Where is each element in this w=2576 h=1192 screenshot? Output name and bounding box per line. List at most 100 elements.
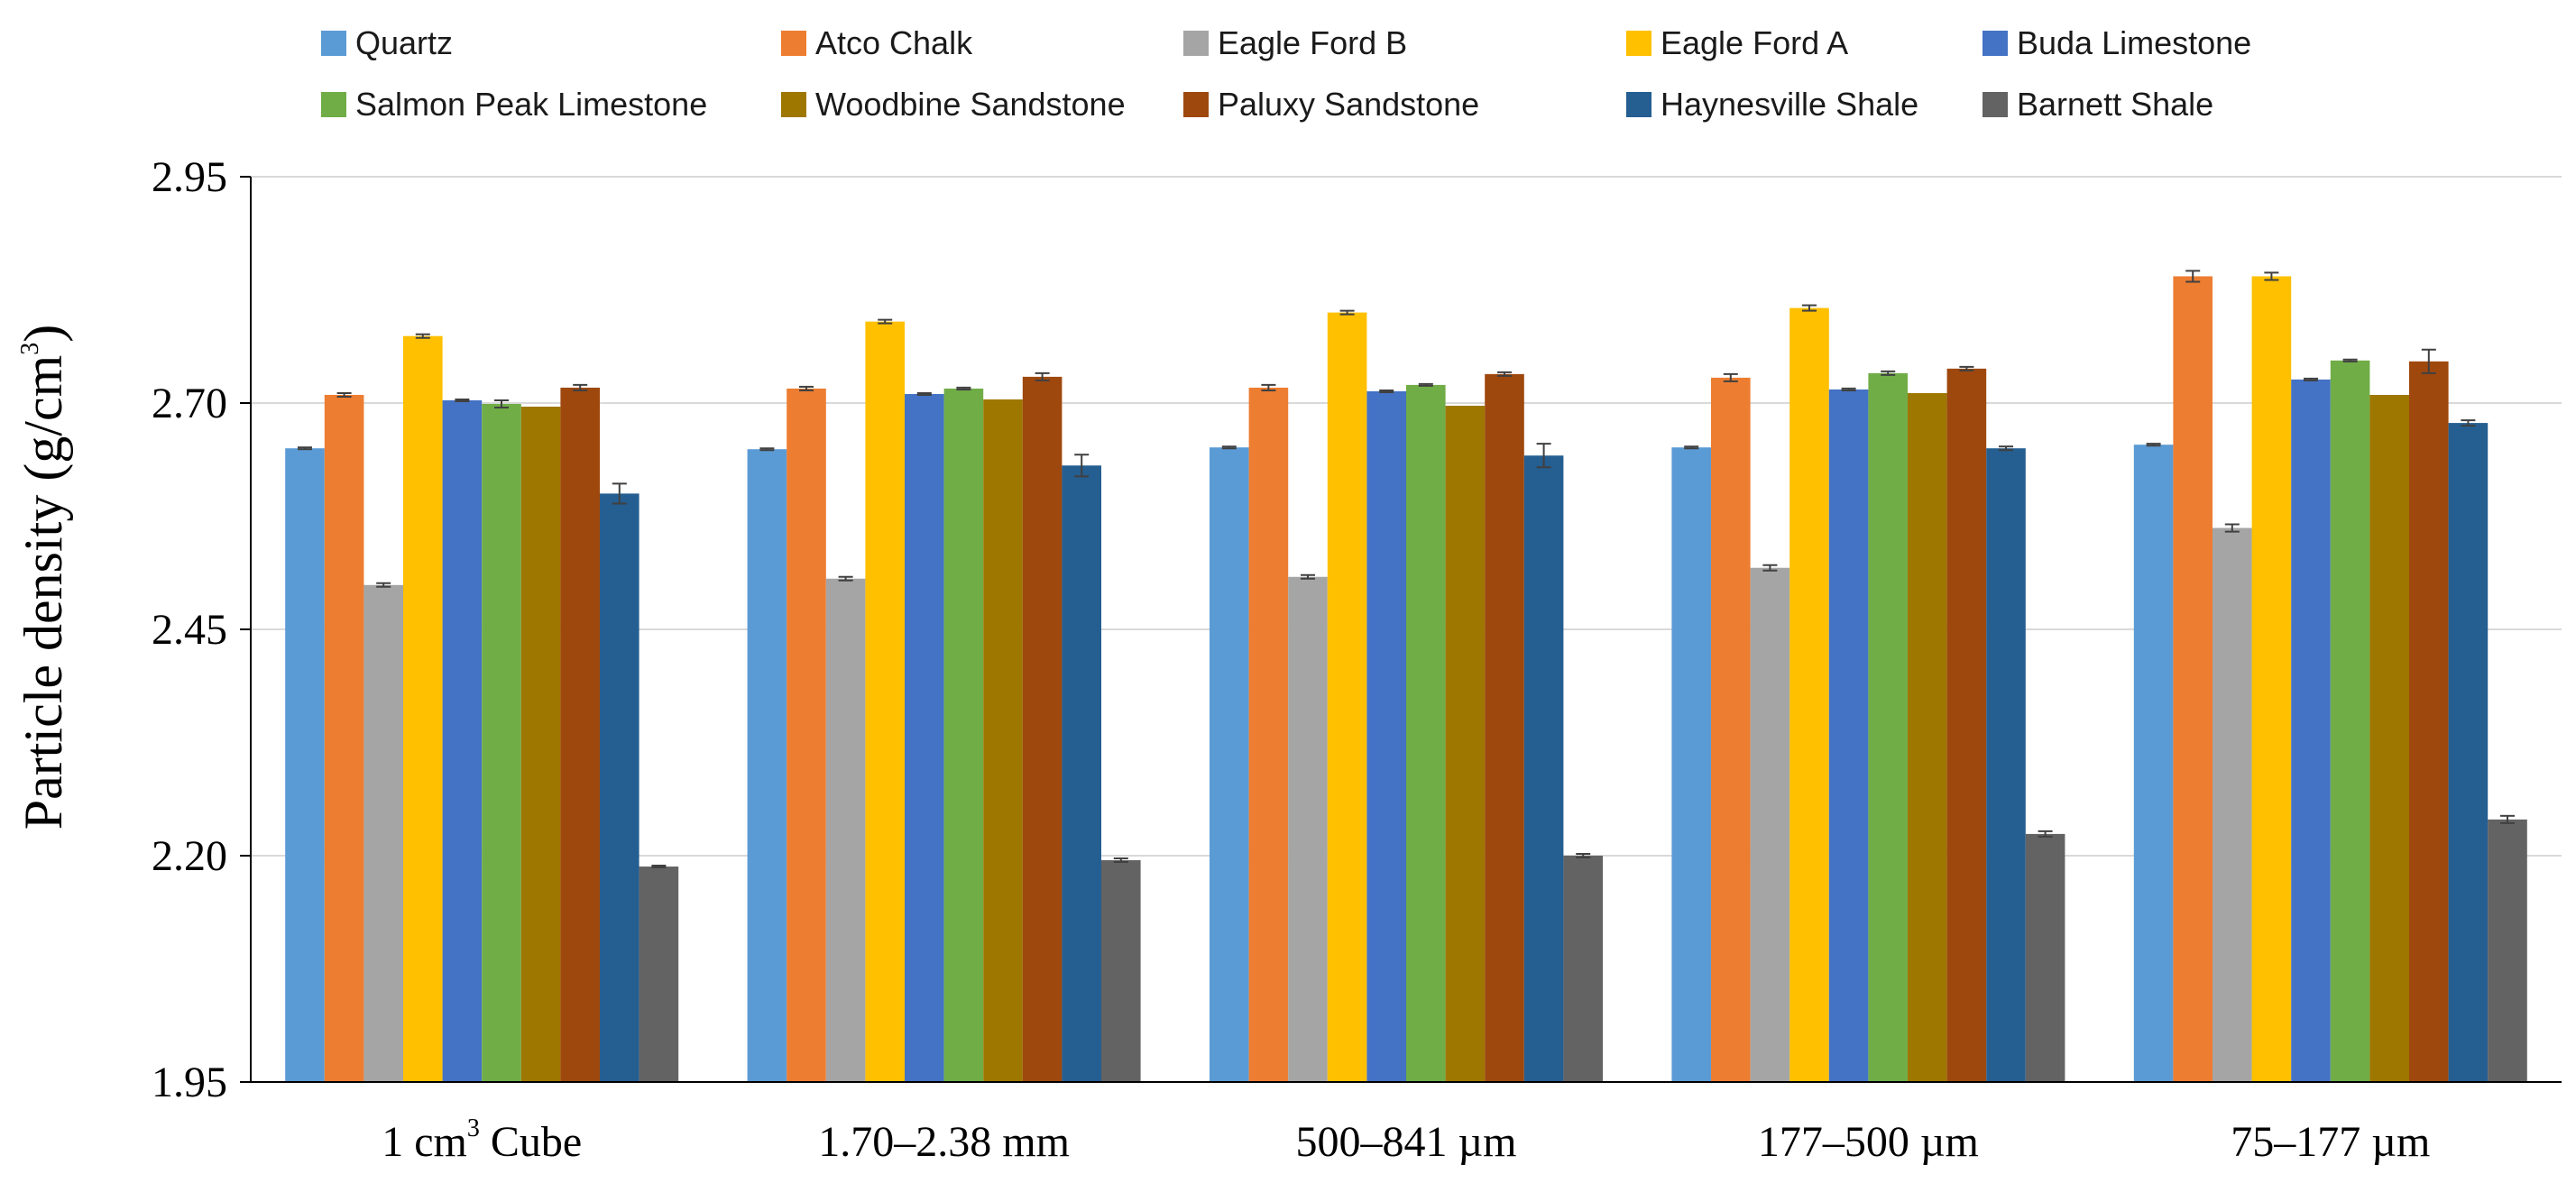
- bar: [600, 493, 639, 1082]
- bar: [363, 584, 403, 1082]
- bar: [747, 449, 787, 1083]
- legend-item: Buda Limestone: [1983, 24, 2251, 61]
- legend-label: Salmon Peak Limestone: [355, 86, 707, 123]
- legend-swatch: [1183, 31, 1209, 56]
- legend-label: Atco Chalk: [815, 24, 973, 61]
- bar: [2369, 394, 2409, 1082]
- legend-label: Eagle Ford B: [1218, 24, 1407, 61]
- legend-label: Woodbine Sandstone: [815, 86, 1126, 123]
- bar: [1288, 576, 1328, 1082]
- bar: [825, 578, 866, 1082]
- bar: [1750, 567, 1790, 1082]
- bar: [442, 399, 483, 1082]
- legend-label: Eagle Ford A: [1661, 24, 1848, 61]
- x-category-label: 177–500 µm: [1758, 1118, 1979, 1166]
- bar: [482, 404, 521, 1082]
- bar: [2448, 423, 2489, 1082]
- y-tick-label: 2.20: [152, 832, 227, 880]
- bar: [1248, 387, 1289, 1082]
- y-tick-label: 1.95: [152, 1059, 227, 1106]
- legend-item: Quartz: [321, 24, 453, 61]
- bar: [1101, 860, 1141, 1082]
- y-axis-label-superscript: 3: [16, 343, 44, 355]
- legend-item: Atco Chalk: [781, 24, 973, 61]
- legend-item: Eagle Ford B: [1183, 24, 1407, 61]
- y-tick-label: 2.70: [152, 380, 227, 427]
- error-bars: [298, 270, 2515, 869]
- legend-label: Paluxy Sandstone: [1218, 86, 1479, 123]
- bar: [1563, 856, 1603, 1082]
- bar: [2173, 276, 2213, 1082]
- x-category-label: 1 cm3 Cube: [382, 1114, 582, 1166]
- x-category-labels: 1 cm3 Cube 1.70–2.38 mm 500–841 µm 177–500 …: [382, 1114, 2430, 1166]
- legend: Quartz Atco Chalk Eagle Ford B Eagle Ford A…: [321, 24, 2251, 123]
- legend-swatch: [321, 92, 346, 117]
- bar: [1022, 376, 1063, 1082]
- y-tick-label: 2.45: [152, 606, 227, 654]
- bar: [1366, 390, 1406, 1082]
- legend-swatch: [1983, 92, 2008, 117]
- bar: [1485, 373, 1524, 1082]
- bar: [1986, 448, 2026, 1082]
- bar: [1523, 455, 1564, 1082]
- bar: [1210, 447, 1249, 1082]
- y-axis-label-suffix: ): [14, 325, 73, 343]
- bar: [1406, 384, 1446, 1082]
- legend-item: Eagle Ford A: [1626, 24, 1848, 61]
- bar: [2133, 445, 2174, 1083]
- bar: [983, 399, 1023, 1082]
- bar: [2213, 527, 2252, 1082]
- bars: [285, 276, 2527, 1083]
- bar: [2251, 276, 2292, 1082]
- bar: [403, 335, 443, 1083]
- bar: [2409, 361, 2449, 1082]
- legend-label: Quartz: [355, 24, 453, 61]
- y-tick-label: 2.95: [152, 153, 227, 201]
- legend-item: Haynesville Shale: [1626, 86, 1918, 123]
- legend-swatch: [781, 31, 806, 56]
- bar: [1711, 377, 1751, 1082]
- legend-swatch: [1183, 92, 1209, 117]
- legend-item: Salmon Peak Limestone: [321, 86, 707, 123]
- bar: [560, 387, 600, 1082]
- bar: [324, 394, 364, 1082]
- bar: [285, 448, 325, 1082]
- bar: [1908, 392, 1947, 1082]
- legend-item: Barnett Shale: [1983, 86, 2213, 123]
- bar: [787, 388, 826, 1082]
- y-axis-label-text: Particle density (g/cm: [14, 355, 73, 830]
- legend-swatch: [321, 31, 346, 56]
- bar: [2291, 379, 2331, 1082]
- x-category-label: 1.70–2.38 mm: [818, 1118, 1070, 1166]
- bar: [1062, 465, 1101, 1082]
- bar: [943, 388, 984, 1082]
- legend-item: Paluxy Sandstone: [1183, 86, 1479, 123]
- legend-label: Buda Limestone: [2017, 24, 2251, 61]
- bar: [1946, 368, 1987, 1082]
- bar: [905, 393, 944, 1083]
- bar: [1445, 406, 1486, 1083]
- x-category-label: 500–841 µm: [1296, 1118, 1517, 1166]
- bar: [639, 866, 679, 1082]
- legend-label: Haynesville Shale: [1661, 86, 1918, 123]
- legend-label: Barnett Shale: [2017, 86, 2213, 123]
- bar: [520, 407, 561, 1082]
- x-category-label: 75–177 µm: [2231, 1118, 2430, 1166]
- legend-swatch: [781, 92, 806, 117]
- legend-swatch: [1626, 31, 1651, 56]
- bar: [2025, 833, 2065, 1082]
- bar: [865, 321, 905, 1082]
- bar: [1327, 312, 1367, 1083]
- legend-swatch: [1626, 92, 1651, 117]
- bar: [1828, 389, 1869, 1082]
- legend-swatch: [1983, 31, 2008, 56]
- legend-item: Woodbine Sandstone: [781, 86, 1126, 123]
- bar: [1789, 307, 1829, 1083]
- axes: [240, 176, 2562, 1083]
- bar: [1868, 372, 1908, 1082]
- bar: [2330, 360, 2370, 1082]
- y-axis-label: Particle density (g/cm3): [14, 325, 73, 830]
- bar: [2488, 819, 2527, 1082]
